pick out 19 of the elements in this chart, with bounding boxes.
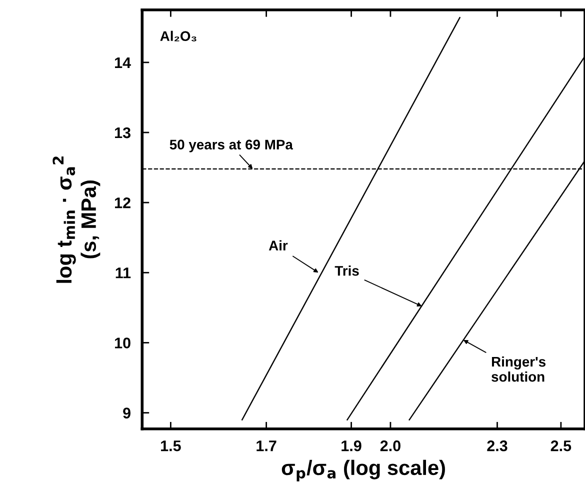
annotation: Tris xyxy=(334,266,359,276)
y-tick-label: 11 xyxy=(116,268,131,278)
annotation: Al₂O₃ xyxy=(160,30,196,42)
x-tick-label: 2.3 xyxy=(487,440,508,452)
x-tick-label: 1.9 xyxy=(342,440,362,452)
y-tick-label: 10 xyxy=(115,338,130,348)
y-tick-label: 9 xyxy=(123,408,130,418)
x-tick-label: 1.5 xyxy=(161,440,181,452)
x-tick-label: 2.0 xyxy=(380,440,400,452)
text: log t$_{min}$ · σ$_{a}$$^{2}$ (s, MPa) xyxy=(52,156,100,283)
y-tick-label: 14 xyxy=(115,57,131,68)
x-tick-label: 1.7 xyxy=(256,440,276,452)
y-tick-label: 12 xyxy=(115,197,130,208)
y-tick-label: 13 xyxy=(115,127,130,138)
x-axis-title: σ$_{p}$/σ$_{a}$ (log scale) xyxy=(282,460,445,482)
annotation: Ringer's solution xyxy=(492,356,546,382)
annotation: 50 years at 69 MPa xyxy=(170,140,294,152)
annotation: Air xyxy=(268,240,288,250)
x-tick-label: 2.5 xyxy=(550,440,572,452)
